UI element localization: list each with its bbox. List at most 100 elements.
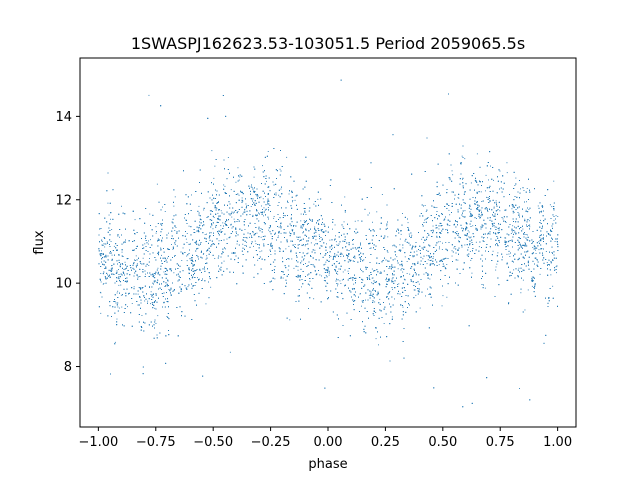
data-point — [307, 224, 308, 225]
data-point — [303, 258, 305, 260]
data-point — [300, 213, 302, 215]
data-point — [100, 273, 102, 274]
data-point — [321, 230, 322, 232]
data-point — [522, 257, 524, 259]
data-point — [236, 243, 238, 245]
data-point — [174, 244, 176, 245]
data-point — [537, 205, 539, 207]
data-point — [289, 231, 291, 233]
data-point — [394, 298, 395, 300]
data-point — [428, 274, 430, 276]
data-point — [355, 248, 357, 250]
data-point — [340, 283, 342, 284]
data-point — [113, 245, 115, 247]
data-point — [523, 190, 525, 191]
data-point — [470, 259, 472, 261]
data-point — [495, 269, 497, 271]
data-point — [357, 247, 359, 249]
data-point — [438, 264, 440, 266]
data-point — [486, 196, 487, 198]
data-point — [426, 263, 428, 265]
data-point — [464, 244, 466, 246]
data-point — [387, 251, 389, 253]
data-point — [414, 264, 416, 266]
data-point — [446, 264, 448, 265]
data-point — [471, 214, 473, 215]
data-point — [371, 294, 373, 296]
data-point — [506, 279, 508, 281]
data-point — [302, 232, 304, 234]
data-point — [127, 306, 128, 308]
data-point — [264, 209, 266, 211]
data-point — [253, 245, 254, 247]
data-point — [376, 211, 378, 213]
data-point — [245, 203, 247, 205]
data-point — [110, 218, 111, 220]
data-point — [353, 277, 355, 278]
data-point — [198, 205, 200, 207]
data-point — [191, 194, 192, 196]
data-point — [555, 215, 557, 217]
data-point — [437, 241, 439, 243]
data-point — [551, 206, 553, 208]
data-point — [141, 315, 143, 316]
data-point — [153, 275, 155, 276]
data-point — [538, 241, 540, 243]
data-point — [342, 226, 344, 228]
data-point — [461, 155, 463, 157]
data-point — [212, 228, 214, 230]
data-point — [108, 214, 110, 216]
data-point — [532, 247, 534, 248]
data-point — [399, 251, 401, 252]
data-point — [506, 253, 508, 255]
data-point — [556, 238, 558, 240]
data-point — [477, 229, 478, 231]
data-point — [427, 288, 428, 290]
data-point — [278, 231, 280, 233]
data-point — [191, 262, 193, 264]
data-point — [478, 215, 480, 217]
data-point — [107, 274, 108, 276]
data-point — [426, 249, 428, 251]
data-point — [524, 309, 526, 311]
data-point — [451, 250, 453, 252]
data-point — [499, 242, 500, 243]
data-point — [452, 174, 454, 176]
data-point — [315, 239, 317, 241]
data-point — [493, 207, 495, 209]
data-point — [217, 217, 219, 219]
data-point — [267, 151, 269, 152]
data-point — [392, 288, 393, 290]
data-point — [458, 197, 460, 199]
data-point — [492, 250, 494, 252]
data-point — [292, 201, 293, 203]
data-point — [418, 283, 420, 285]
data-point — [188, 225, 190, 227]
data-point — [148, 94, 150, 96]
data-point — [510, 233, 512, 234]
data-point — [447, 250, 448, 252]
data-point — [164, 211, 166, 212]
data-point — [131, 303, 133, 304]
data-point — [478, 246, 480, 248]
data-point — [457, 197, 459, 199]
data-point — [522, 228, 524, 230]
data-point — [238, 179, 240, 181]
data-point — [161, 241, 163, 243]
data-point — [449, 214, 451, 216]
data-point — [272, 261, 274, 263]
data-point — [210, 286, 212, 288]
data-point — [392, 245, 394, 247]
data-point — [297, 266, 299, 268]
data-point — [135, 260, 136, 261]
data-point — [536, 259, 538, 260]
data-point — [552, 285, 554, 287]
data-point — [136, 263, 138, 265]
data-point — [310, 242, 312, 244]
data-point — [337, 271, 339, 272]
data-point — [186, 242, 188, 243]
data-point — [451, 170, 453, 172]
data-point — [203, 209, 205, 211]
data-point — [217, 212, 219, 214]
data-point — [422, 258, 424, 260]
